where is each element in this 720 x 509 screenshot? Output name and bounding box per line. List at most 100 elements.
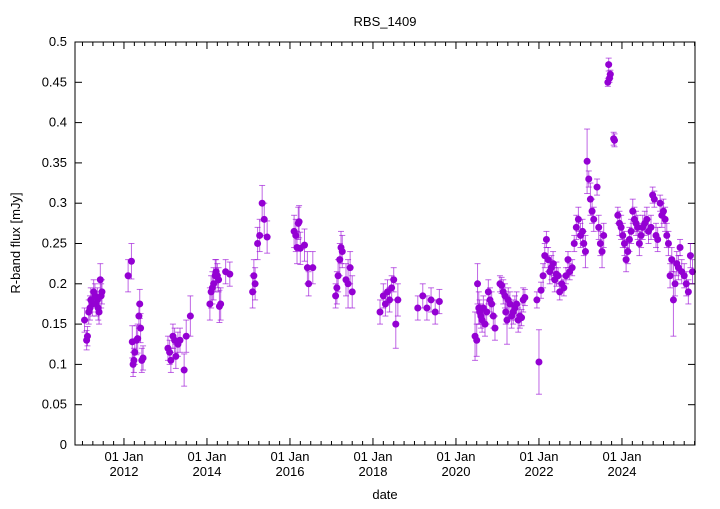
data-point-group	[513, 291, 521, 317]
data-point	[215, 302, 223, 310]
y-tick-label: 0.35	[42, 155, 67, 170]
data-point-group	[98, 279, 106, 305]
data-point	[593, 183, 601, 191]
x-tick-label-date: 01 Jan	[519, 449, 558, 464]
data-point	[585, 175, 593, 183]
data-point-group	[564, 251, 572, 269]
data-point	[346, 264, 354, 272]
data-point-group	[593, 178, 601, 196]
data-point	[303, 264, 311, 272]
y-axis-label: R-band flux [mJy]	[8, 192, 23, 293]
data-point-group	[300, 228, 308, 262]
data-point-group	[182, 319, 190, 353]
data-point-group	[654, 226, 662, 253]
data-point	[98, 288, 106, 296]
data-point	[654, 235, 662, 243]
data-point	[664, 240, 672, 247]
data-point-group	[585, 170, 593, 188]
data-point	[513, 300, 521, 308]
x-tick-label-year: 2018	[359, 464, 388, 479]
data-point	[251, 280, 259, 288]
data-point	[176, 336, 184, 344]
data-point-group	[647, 214, 655, 240]
x-tick-label-year: 2022	[525, 464, 554, 479]
data-point	[498, 281, 506, 289]
data-point	[650, 195, 658, 203]
data-point	[180, 366, 188, 374]
data-point	[83, 332, 91, 340]
x-tick-label-date: 01 Jan	[104, 449, 143, 464]
data-point	[620, 240, 628, 247]
data-point-group	[137, 313, 145, 344]
data-point-group	[539, 263, 547, 289]
y-tick-label: 0.05	[42, 397, 67, 412]
data-point	[533, 296, 541, 304]
data-point	[503, 316, 511, 324]
data-point	[250, 272, 258, 280]
data-point	[130, 356, 138, 364]
data-point	[474, 280, 482, 288]
data-point-group	[554, 267, 562, 285]
data-point-group	[664, 230, 672, 257]
data-point-group	[610, 133, 618, 148]
data-point	[134, 335, 142, 343]
data-point-group	[491, 315, 499, 341]
data-point-group	[570, 234, 578, 253]
data-point	[671, 280, 679, 288]
data-point-group	[537, 281, 545, 299]
y-tick-label: 0.1	[49, 356, 67, 371]
data-point-group	[309, 251, 317, 285]
data-point	[625, 235, 633, 243]
data-point	[394, 296, 402, 304]
data-point-group	[533, 291, 541, 309]
data-point	[676, 244, 684, 252]
y-tick-label: 0.3	[49, 195, 67, 210]
data-point	[390, 276, 398, 284]
data-point-group	[414, 295, 422, 321]
data-point-group	[590, 206, 598, 232]
data-point	[521, 294, 529, 302]
data-point	[332, 292, 340, 300]
data-point	[376, 308, 384, 316]
data-point	[186, 312, 194, 320]
data-point	[663, 231, 671, 239]
data-point	[610, 136, 618, 144]
data-point	[595, 223, 603, 231]
data-point	[348, 288, 356, 296]
data-point	[81, 316, 89, 324]
data-point	[647, 223, 655, 231]
data-point	[570, 240, 578, 247]
data-point	[423, 304, 431, 312]
y-tick-label: 0	[60, 437, 67, 452]
data-point	[137, 324, 145, 332]
data-point-group	[542, 230, 550, 249]
data-point-group	[263, 220, 271, 254]
data-point-group	[535, 329, 543, 395]
data-point	[167, 356, 175, 364]
data-point-group	[256, 218, 264, 253]
data-point-group	[139, 345, 147, 371]
y-tick-label: 0.15	[42, 316, 67, 331]
data-point-group	[215, 289, 223, 323]
data-point-group	[346, 251, 354, 285]
data-point-group	[419, 283, 427, 309]
data-point	[619, 231, 627, 239]
data-point-group	[666, 263, 674, 289]
data-point	[549, 260, 557, 268]
data-point	[635, 240, 643, 247]
data-point	[95, 308, 103, 316]
plot-frame	[74, 41, 696, 446]
x-tick-label-date: 01 Jan	[187, 449, 226, 464]
data-point	[333, 284, 341, 292]
data-point	[666, 272, 674, 280]
data-point	[598, 248, 606, 256]
data-point-group	[471, 311, 479, 361]
data-point-group	[668, 247, 676, 273]
data-point-group	[305, 271, 313, 297]
data-point	[622, 256, 630, 264]
data-point	[590, 215, 598, 223]
data-point	[435, 298, 443, 306]
data-point	[427, 296, 435, 304]
data-point-group	[390, 267, 398, 293]
data-point-group	[348, 275, 356, 309]
